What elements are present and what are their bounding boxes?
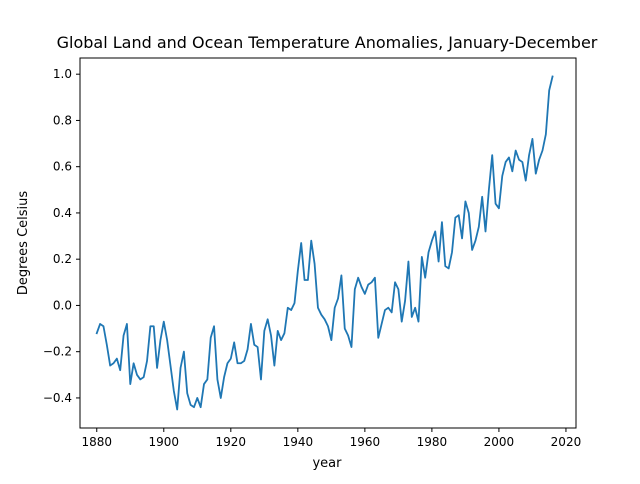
chart-title: Global Land and Ocean Temperature Anomal… [57, 33, 598, 52]
x-tick-label: 1920 [216, 435, 247, 449]
x-axis-label: year [312, 456, 342, 471]
x-tick-label: 2020 [551, 435, 582, 449]
y-tick-label: 0.2 [53, 252, 72, 266]
tick-layer: 1880 1900 1920 1940 1960 1980 2000 2020 −0.4 −0.2… [43, 67, 581, 449]
plot-frame [79, 57, 577, 429]
x-tick-label: 1960 [350, 435, 381, 449]
y-tick-label: 0.8 [53, 113, 72, 127]
x-tick-label: 1900 [149, 435, 180, 449]
y-tick-label: 1.0 [53, 67, 72, 81]
series-layer [95, 75, 554, 411]
y-tick-label: −0.4 [43, 391, 72, 405]
x-tick-label: 1880 [81, 435, 112, 449]
y-axis-label: Degrees Celsius [16, 191, 31, 296]
y-tick-label: 0.4 [53, 206, 72, 220]
y-tick-label: 0.0 [53, 298, 72, 312]
x-tick-label: 2000 [484, 435, 515, 449]
series-line-0 [95, 75, 554, 411]
y-tick-label: −0.2 [43, 345, 72, 359]
y-tick-label: 0.6 [53, 160, 72, 174]
x-tick-label: 1980 [417, 435, 448, 449]
x-tick-label: 1940 [283, 435, 314, 449]
